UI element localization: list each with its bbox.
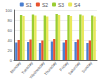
svg-text:Monday: Monday: [8, 60, 22, 75]
svg-text:S1: S1: [26, 2, 32, 8]
svg-text:0: 0: [10, 58, 13, 63]
svg-text:60: 60: [8, 28, 13, 33]
svg-text:S2: S2: [42, 2, 48, 8]
svg-text:80: 80: [8, 18, 13, 23]
svg-text:S3: S3: [58, 2, 64, 8]
svg-text:Tuesday: Tuesday: [20, 60, 34, 76]
svg-text:Friday: Friday: [58, 60, 69, 72]
svg-text:S4: S4: [74, 2, 80, 8]
svg-text:40: 40: [8, 38, 13, 43]
svg-text:Saturday: Saturday: [67, 60, 81, 75]
svg-text:20: 20: [8, 48, 13, 53]
svg-text:100: 100: [5, 8, 12, 13]
svg-text:Sunday: Sunday: [80, 60, 93, 74]
svg-text:Wednesday: Wednesday: [28, 60, 45, 79]
svg-text:Thursday: Thursday: [43, 60, 58, 76]
